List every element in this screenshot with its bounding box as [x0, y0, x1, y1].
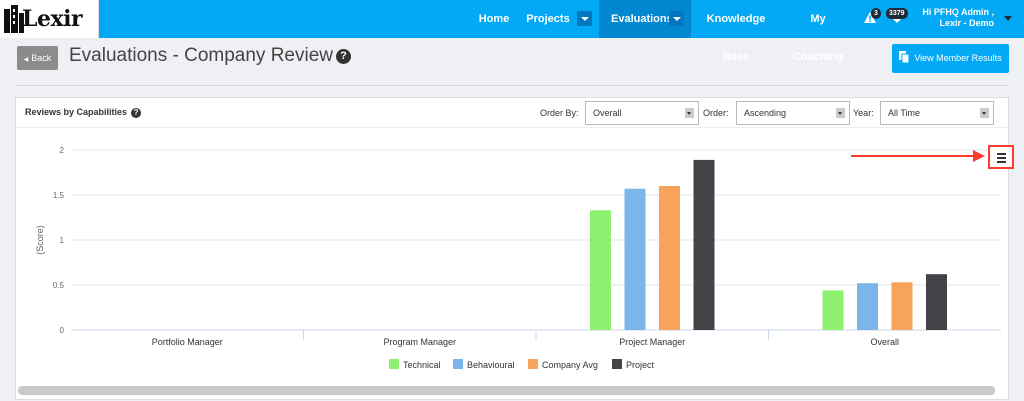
document-icon [899, 51, 910, 64]
x-tick-label: Portfolio Manager [152, 337, 223, 347]
legend-swatch [453, 359, 463, 369]
year-select[interactable]: All Time [880, 101, 994, 125]
year-value: All Time [888, 108, 921, 118]
order-by-value: Overall [593, 108, 622, 118]
legend-label: Technical [403, 360, 441, 370]
order-by-select[interactable]: Overall [585, 101, 699, 125]
legend-swatch [389, 359, 399, 369]
y-tick-label: 0 [60, 326, 65, 335]
view-member-results-button[interactable]: View Member Results [892, 44, 1009, 73]
projects-dropdown-icon[interactable] [577, 11, 592, 26]
order-select[interactable]: Ascending [736, 101, 850, 125]
y-tick-label: 2 [60, 146, 65, 155]
evaluations-dropdown-icon[interactable] [669, 11, 684, 26]
bar [891, 282, 913, 330]
chart-menu-button[interactable] [988, 145, 1014, 169]
y-tick-label: 1.5 [53, 191, 65, 200]
logo[interactable]: Lexir [0, 0, 99, 38]
y-tick-label: 0.5 [53, 281, 65, 290]
order-value: Ascending [744, 108, 787, 118]
legend-swatch [528, 359, 538, 369]
user-menu[interactable]: Hi PFHQ Admin , Lexir - Demo [922, 7, 994, 29]
logo-text: Lexir [22, 6, 83, 32]
nav-projects[interactable]: Projects [526, 13, 570, 25]
chevron-down-icon [836, 108, 845, 118]
chevron-down-icon [685, 108, 694, 118]
nav-knowledge-base[interactable]: Knowledge Base [706, 13, 766, 63]
legend-label: Project [626, 360, 655, 370]
alerts-badge: 3 [871, 8, 881, 19]
user-greeting: Hi PFHQ Admin , [922, 7, 994, 17]
annotation-arrow-line [851, 155, 977, 157]
panel-help-icon[interactable]: ? [131, 108, 142, 118]
x-tick-label: Overall [870, 337, 899, 347]
alert-icon[interactable] [864, 12, 876, 24]
order-label: Order: [703, 108, 729, 118]
y-axis-label: (Score) [35, 225, 45, 255]
order-by-label: Order By: [540, 108, 579, 118]
view-member-results-label: View Member Results [914, 53, 1002, 63]
bar [926, 274, 947, 330]
nav-evaluations-label: Evaluations [611, 13, 673, 25]
chevron-down-icon [980, 108, 989, 118]
y-tick-label: 1 [60, 236, 65, 245]
bar [857, 283, 878, 330]
capabilities-bar-chart: 0 0.5 1 1.5 2 (Score) Portfolio Manager Program… [35, 146, 1001, 370]
legend-swatch [612, 359, 622, 369]
reviews-by-capabilities-panel: Reviews by Capabilities? Order By: Overa… [15, 97, 1014, 400]
bar [693, 159, 715, 330]
year-label: Year: [853, 108, 874, 118]
bar [624, 188, 646, 330]
bar [590, 210, 611, 330]
horizontal-scrollbar[interactable] [18, 386, 995, 395]
panel-title-text: Reviews by Capabilities [25, 107, 128, 117]
back-button[interactable]: ◀ Back [17, 46, 58, 70]
bar [822, 290, 844, 330]
back-arrow-icon: ◀ [23, 57, 29, 63]
back-label: Back [31, 53, 52, 63]
building-icon [4, 5, 24, 33]
user-org: Lexir - Demo [939, 18, 994, 28]
page-header: ◀ Back Evaluations - Company Review? View… [15, 42, 1009, 86]
annotation-arrow-head [973, 150, 985, 162]
legend-label: Behavioural [467, 360, 515, 370]
page-title-text: Evaluations - Company Review [69, 45, 334, 66]
heart-badge: 3379 [886, 8, 908, 19]
nav-my-coaching[interactable]: My Coaching [792, 13, 844, 63]
x-tick-label: Program Manager [383, 337, 456, 347]
nav-home[interactable]: Home [478, 13, 510, 25]
legend-label: Company Avg [542, 360, 598, 370]
page-title: Evaluations - Company Review? [69, 45, 352, 67]
top-navbar: Lexir Home Projects Evaluations Knowledg… [0, 0, 1024, 63]
x-tick-label: Project Manager [619, 337, 685, 347]
user-caret-icon[interactable] [1004, 16, 1012, 21]
help-icon[interactable]: ? [336, 49, 352, 64]
bar [659, 186, 680, 330]
panel-header: Reviews by Capabilities? Order By: Overa… [16, 98, 1008, 128]
panel-title: Reviews by Capabilities? [25, 107, 142, 118]
